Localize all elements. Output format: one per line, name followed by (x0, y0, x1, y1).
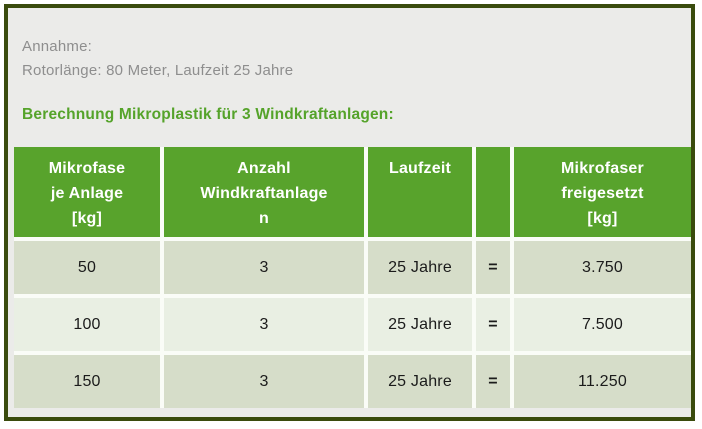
equals-sign: = (476, 355, 510, 408)
header-cell-equals-spacer (476, 147, 510, 237)
table-cell: 50 (14, 241, 160, 294)
assumption-label: Annahme: (22, 38, 92, 55)
equals-sign: = (476, 298, 510, 351)
document-panel: Annahme: Rotorlänge: 80 Meter, Laufzeit … (4, 4, 695, 421)
table-cell: 3 (164, 355, 364, 408)
equals-sign: = (476, 241, 510, 294)
table-cell: 11.250 (514, 355, 691, 408)
header-cell-microfiber-released: Mikrofaser freigesetzt [kg] (514, 147, 691, 237)
header-cell-microfiber-per-unit: Mikrofase je Anlage [kg] (14, 147, 160, 237)
header-cell-runtime: Laufzeit (368, 147, 472, 237)
table-cell: 150 (14, 355, 160, 408)
microplastic-table: Mikrofase je Anlage [kg] Anzahl Windkraf… (14, 147, 691, 408)
table-cell: 25 Jahre (368, 355, 472, 408)
table-cell: 3 (164, 298, 364, 351)
table-cell: 7.500 (514, 298, 691, 351)
page-title: Berechnung Mikroplastik für 3 Windkrafta… (22, 106, 394, 123)
table-cell: 25 Jahre (368, 298, 472, 351)
table-cell: 25 Jahre (368, 241, 472, 294)
assumption-block: Annahme: Rotorlänge: 80 Meter, Laufzeit … (22, 35, 293, 83)
header-cell-turbine-count: Anzahl Windkraftanlage n (164, 147, 364, 237)
table-cell: 3.750 (514, 241, 691, 294)
assumption-detail: Rotorlänge: 80 Meter, Laufzeit 25 Jahre (22, 62, 294, 79)
table-cell: 3 (164, 241, 364, 294)
table-cell: 100 (14, 298, 160, 351)
